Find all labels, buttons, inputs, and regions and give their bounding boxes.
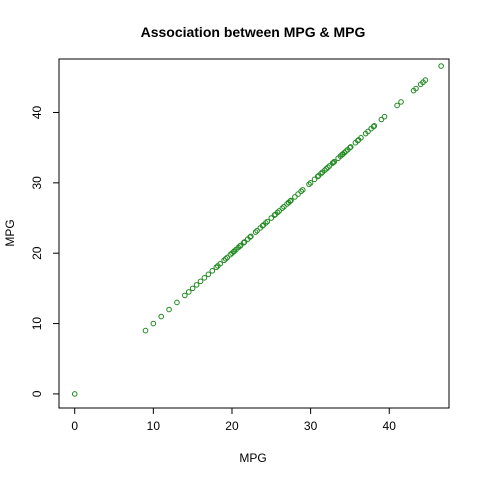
data-point xyxy=(237,242,244,249)
data-point xyxy=(284,201,290,207)
data-point xyxy=(381,113,388,120)
data-point xyxy=(331,158,338,165)
data-point xyxy=(241,239,248,245)
x-tick-label: 10 xyxy=(147,419,161,433)
y-tick-label: 40 xyxy=(30,105,44,119)
data-point xyxy=(378,116,385,123)
data-point xyxy=(166,306,172,313)
data-point xyxy=(288,197,294,204)
data-point xyxy=(259,222,266,229)
data-points xyxy=(71,63,444,397)
data-point xyxy=(264,218,271,225)
y-tick-label: 10 xyxy=(30,317,44,331)
y-tick-label: 20 xyxy=(30,246,44,260)
data-point xyxy=(71,391,78,397)
x-axis: 0 10 20 30 40 xyxy=(71,407,397,433)
chart-title: Association between MPG & MPG xyxy=(141,24,366,40)
data-point xyxy=(247,234,253,240)
data-point xyxy=(240,239,247,246)
data-point xyxy=(185,289,192,295)
data-point xyxy=(343,148,349,154)
data-point xyxy=(142,327,149,334)
data-point xyxy=(254,227,260,234)
data-point xyxy=(197,278,204,285)
data-point xyxy=(221,257,227,264)
y-axis-label: MPG xyxy=(3,219,17,246)
data-point xyxy=(182,292,188,299)
x-tick-label: 20 xyxy=(225,419,239,433)
data-point xyxy=(205,271,212,278)
x-tick-label: 30 xyxy=(304,419,318,433)
data-point xyxy=(347,144,353,151)
data-point xyxy=(150,320,157,327)
data-point xyxy=(158,313,165,320)
data-point xyxy=(371,123,378,129)
data-point xyxy=(299,187,306,193)
x-axis-label: MPG xyxy=(239,451,266,465)
data-point xyxy=(287,198,293,204)
data-point xyxy=(224,254,231,261)
data-point xyxy=(413,85,419,92)
data-point xyxy=(354,137,361,144)
data-point xyxy=(307,180,314,186)
data-point xyxy=(201,275,208,281)
data-point xyxy=(189,285,196,292)
data-point xyxy=(279,205,286,211)
data-point xyxy=(318,170,324,177)
data-point xyxy=(398,99,404,105)
data-point xyxy=(325,164,331,171)
data-point xyxy=(370,123,377,130)
data-point xyxy=(292,194,298,200)
data-point xyxy=(262,220,269,226)
data-point xyxy=(358,135,364,141)
data-point xyxy=(311,176,318,183)
data-point xyxy=(227,251,234,258)
data-point xyxy=(326,163,333,169)
data-point xyxy=(314,173,321,180)
data-point xyxy=(340,151,346,157)
data-point xyxy=(330,159,337,166)
data-point xyxy=(213,264,220,271)
data-point xyxy=(248,233,254,240)
data-point xyxy=(276,208,282,214)
data-point xyxy=(295,191,301,197)
data-point xyxy=(438,63,444,69)
data-point xyxy=(329,160,336,166)
data-point xyxy=(306,181,312,188)
data-point xyxy=(394,102,400,109)
data-point xyxy=(347,144,354,150)
data-point xyxy=(217,260,223,267)
data-point xyxy=(323,165,330,172)
data-point xyxy=(281,203,287,210)
data-point xyxy=(222,256,229,262)
data-point xyxy=(174,299,180,306)
y-tick-label: 30 xyxy=(30,176,44,190)
data-point xyxy=(209,267,216,274)
data-point xyxy=(321,167,328,173)
data-point xyxy=(271,212,278,219)
data-point xyxy=(268,215,275,221)
data-point xyxy=(365,128,371,135)
data-point xyxy=(252,229,259,235)
data-point xyxy=(237,243,243,249)
x-tick-label: 40 xyxy=(383,419,397,433)
y-tick-label: 0 xyxy=(30,390,44,397)
data-point xyxy=(274,209,281,216)
data-point xyxy=(231,248,238,254)
x-tick-label: 0 xyxy=(71,419,78,433)
data-point xyxy=(193,282,200,288)
data-point xyxy=(422,77,429,83)
y-axis: 0 10 20 30 40 xyxy=(30,105,60,397)
data-point xyxy=(298,188,304,195)
data-point xyxy=(341,149,348,156)
